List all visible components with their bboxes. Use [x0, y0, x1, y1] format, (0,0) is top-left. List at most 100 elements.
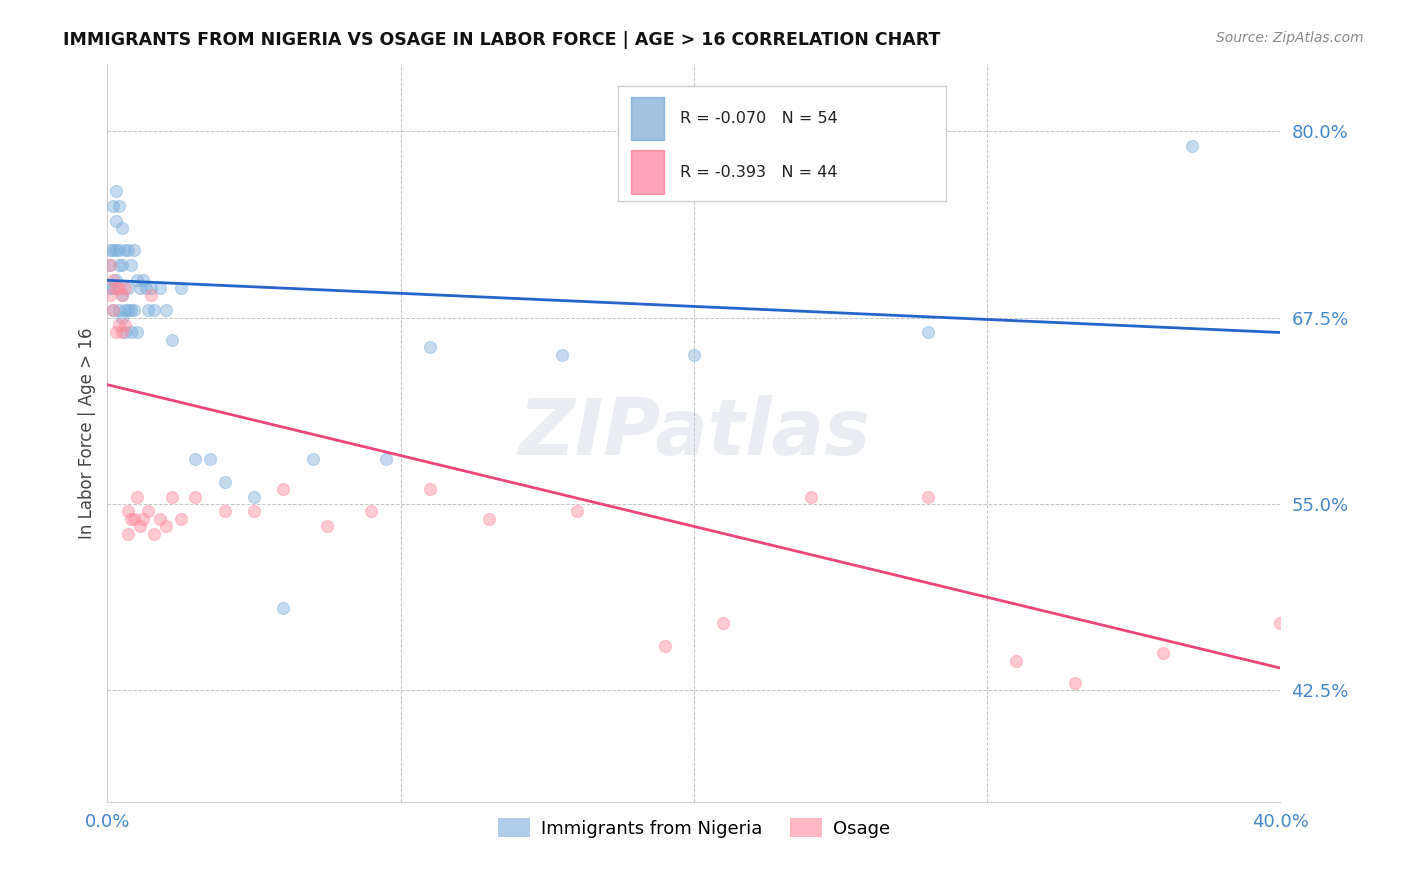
Point — [111, 326, 134, 340]
Point — [111, 259, 134, 273]
Point — [120, 326, 142, 340]
Point — [117, 526, 139, 541]
Point — [565, 504, 588, 518]
Point — [98, 288, 121, 302]
Point — [711, 616, 734, 631]
Point — [419, 340, 441, 354]
Point — [114, 281, 136, 295]
Y-axis label: In Labor Force | Age > 16: In Labor Force | Age > 16 — [79, 327, 96, 539]
Point — [114, 244, 136, 258]
Point — [111, 221, 134, 235]
Point — [243, 504, 266, 518]
Text: ZIPatlas: ZIPatlas — [517, 395, 870, 471]
Point — [654, 639, 676, 653]
Point — [120, 303, 142, 318]
Point — [105, 281, 128, 295]
Point — [120, 512, 142, 526]
Point — [108, 199, 131, 213]
Point — [122, 512, 145, 526]
Point — [243, 490, 266, 504]
Point — [105, 273, 128, 287]
Point — [108, 244, 131, 258]
Point — [301, 452, 323, 467]
Point — [117, 244, 139, 258]
Point — [917, 326, 939, 340]
Point — [108, 281, 131, 295]
Point — [128, 519, 150, 533]
Point — [108, 318, 131, 332]
Point — [1005, 654, 1028, 668]
Point — [125, 273, 148, 287]
Point — [375, 452, 398, 467]
Point — [111, 288, 134, 302]
Point — [108, 303, 131, 318]
Point — [98, 244, 121, 258]
Point — [114, 326, 136, 340]
Point — [103, 303, 125, 318]
Point — [360, 504, 382, 518]
Point — [1270, 616, 1292, 631]
Point — [103, 303, 125, 318]
Point — [117, 303, 139, 318]
Point — [128, 281, 150, 295]
Point — [141, 281, 163, 295]
Point — [478, 512, 501, 526]
Point — [105, 184, 128, 198]
Point — [184, 490, 207, 504]
Point — [122, 303, 145, 318]
Point — [419, 482, 441, 496]
Point — [1181, 139, 1204, 153]
Point — [143, 303, 166, 318]
Point — [214, 475, 236, 489]
Point — [98, 259, 121, 273]
Point — [184, 452, 207, 467]
Point — [138, 303, 160, 318]
Point — [917, 490, 939, 504]
Point — [141, 288, 163, 302]
Point — [105, 326, 128, 340]
Point — [273, 482, 295, 496]
Point — [198, 452, 221, 467]
Point — [143, 526, 166, 541]
Text: IMMIGRANTS FROM NIGERIA VS OSAGE IN LABOR FORCE | AGE > 16 CORRELATION CHART: IMMIGRANTS FROM NIGERIA VS OSAGE IN LABO… — [63, 31, 941, 49]
Point — [170, 281, 193, 295]
Point — [682, 348, 704, 362]
Text: Source: ZipAtlas.com: Source: ZipAtlas.com — [1216, 31, 1364, 45]
Point — [125, 326, 148, 340]
Point — [125, 490, 148, 504]
Point — [149, 512, 172, 526]
Point — [98, 281, 121, 295]
Point — [273, 601, 295, 615]
Point — [134, 281, 156, 295]
Point — [117, 281, 139, 295]
Point — [103, 273, 125, 287]
Point — [155, 519, 177, 533]
Point — [120, 259, 142, 273]
Point — [170, 512, 193, 526]
Point — [105, 244, 128, 258]
Point — [114, 318, 136, 332]
Point — [551, 348, 574, 362]
Point — [117, 504, 139, 518]
Point — [160, 333, 183, 347]
Point — [103, 281, 125, 295]
Point — [131, 512, 153, 526]
Point — [1152, 646, 1174, 660]
Point — [160, 490, 183, 504]
Point — [114, 303, 136, 318]
Point — [214, 504, 236, 518]
Point — [149, 281, 172, 295]
Point — [103, 244, 125, 258]
Point — [98, 259, 121, 273]
Point — [138, 504, 160, 518]
Point — [131, 273, 153, 287]
Point — [122, 244, 145, 258]
Point — [111, 310, 134, 325]
Point — [103, 199, 125, 213]
Point — [155, 303, 177, 318]
Legend: Immigrants from Nigeria, Osage: Immigrants from Nigeria, Osage — [491, 811, 897, 845]
Point — [111, 288, 134, 302]
Point — [316, 519, 339, 533]
Point — [105, 213, 128, 227]
Point — [800, 490, 823, 504]
